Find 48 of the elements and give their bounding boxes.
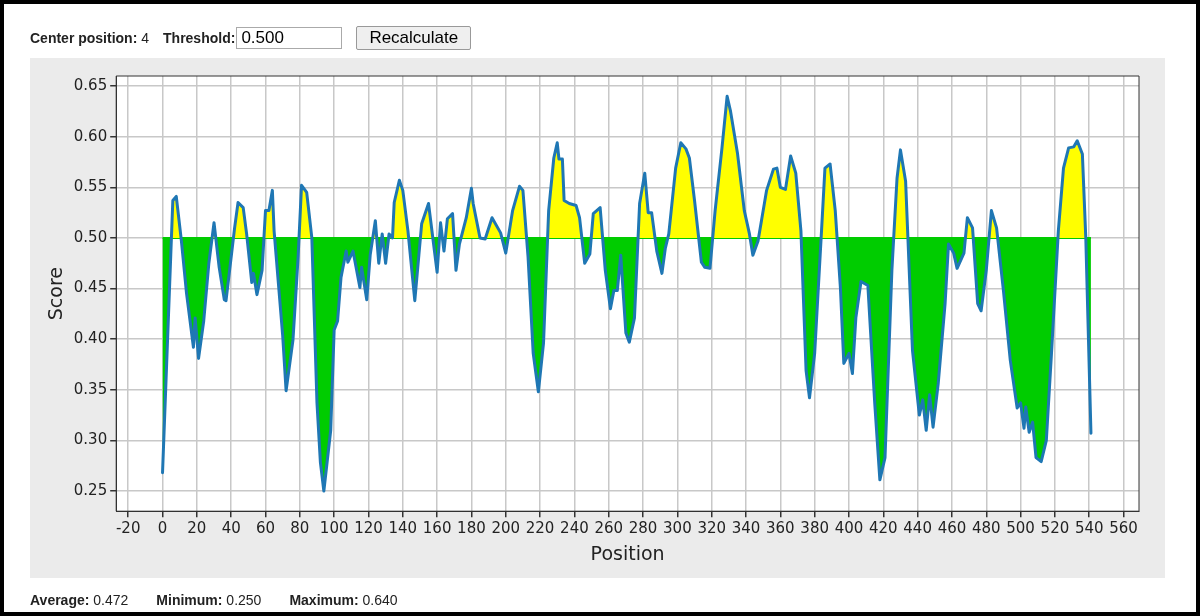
y-tick-label: 0.25 xyxy=(73,480,108,499)
x-tick-label: 380 xyxy=(800,519,829,538)
x-tick-label: 240 xyxy=(560,519,589,538)
x-tick-label: 20 xyxy=(187,519,207,538)
x-tick-label: 160 xyxy=(422,519,452,538)
x-tick-label: 200 xyxy=(491,519,521,538)
x-tick-label: 520 xyxy=(1040,519,1070,538)
text: Recalculate xyxy=(356,26,472,50)
text: Minimum: 0.250 xyxy=(156,592,262,608)
y-tick-label: 0.35 xyxy=(73,379,108,398)
x-axis-title: Position xyxy=(590,541,665,564)
x-tick-label: 140 xyxy=(388,519,418,538)
x-tick-label: 260 xyxy=(594,519,624,538)
y-tick-label: 0.60 xyxy=(73,126,108,145)
x-tick-label: 480 xyxy=(971,519,1001,538)
x-tick-label: 500 xyxy=(1006,519,1035,538)
x-tick-label: 220 xyxy=(525,519,555,538)
x-tick-label: 80 xyxy=(290,519,310,538)
x-tick-label: 280 xyxy=(628,519,658,538)
x-tick-label: 300 xyxy=(663,519,692,538)
x-tick-label: -20 xyxy=(115,519,141,538)
text: Maximum: 0.640 xyxy=(289,592,398,608)
text: 0.500 xyxy=(236,27,343,49)
x-tick-label: 40 xyxy=(221,519,241,538)
text: Average: 0.472 xyxy=(30,592,129,608)
y-tick-label: 0.45 xyxy=(73,278,108,297)
x-tick-label: 400 xyxy=(834,519,864,538)
y-tick-label: 0.55 xyxy=(73,177,108,196)
y-tick-label: 0.65 xyxy=(73,76,108,95)
text: Center position: 4 xyxy=(30,30,150,46)
y-axis-title: Score xyxy=(44,266,67,321)
x-tick-label: 420 xyxy=(868,519,898,538)
y-tick-label: 0.40 xyxy=(73,329,108,348)
x-tick-label: 60 xyxy=(255,519,276,538)
x-tick-label: 320 xyxy=(697,519,727,538)
x-tick-label: 0 xyxy=(157,519,168,538)
x-tick-label: 560 xyxy=(1109,519,1138,538)
y-tick-label: 0.50 xyxy=(73,227,108,246)
x-tick-label: 120 xyxy=(354,519,383,538)
x-tick-label: 440 xyxy=(903,519,932,538)
x-tick-label: 540 xyxy=(1074,519,1104,538)
x-tick-label: 460 xyxy=(937,519,967,538)
x-tick-label: 180 xyxy=(457,519,486,538)
x-tick-label: 100 xyxy=(319,519,349,538)
y-tick-label: 0.30 xyxy=(73,430,108,449)
x-tick-label: 340 xyxy=(731,519,761,538)
text: Threshold: xyxy=(163,30,236,46)
x-tick-label: 360 xyxy=(766,519,795,538)
